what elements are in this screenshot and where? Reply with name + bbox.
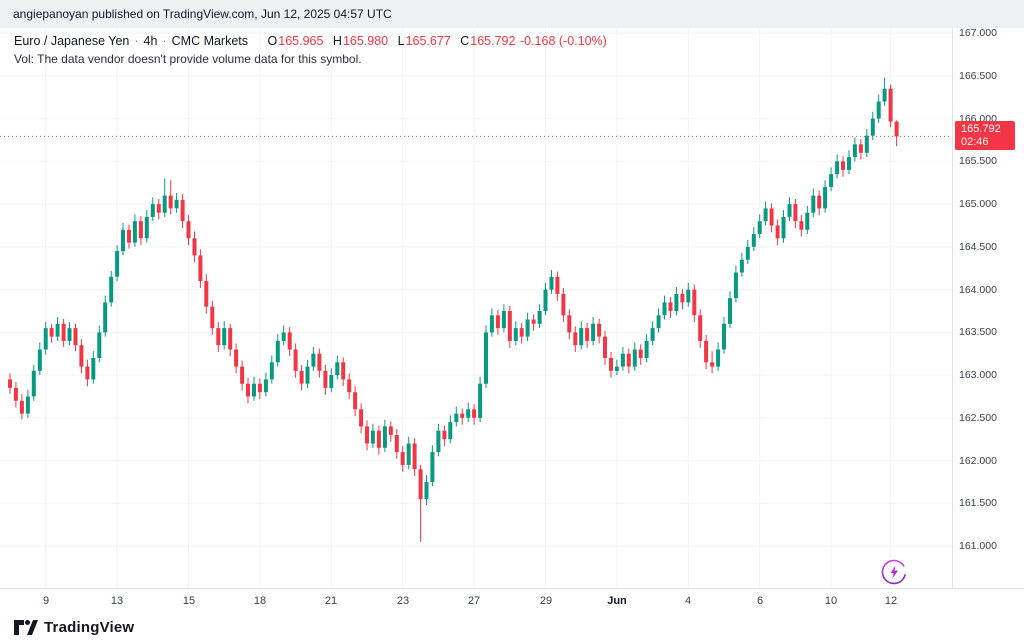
open-value: 165.965 — [278, 34, 324, 48]
quick-flash-button[interactable] — [881, 559, 907, 585]
bar-countdown: 02:46 — [961, 136, 989, 148]
price-axis-label: 164.500 — [959, 241, 997, 253]
price-axis[interactable]: 165.792 02:46 167.000 166.500 166.000 165.5… — [952, 27, 1024, 612]
price-axis-label: 164.000 — [959, 284, 997, 296]
tradingview-logo[interactable]: TradingView — [14, 619, 134, 636]
close-label: C — [460, 34, 470, 48]
chart-legend: Euro / Japanese Yen · 4h · CMC Markets O165.… — [14, 34, 607, 66]
time-axis-label: 27 — [467, 595, 481, 607]
price-axis-label: 167.000 — [959, 27, 997, 39]
time-axis-label: 9 — [42, 595, 50, 607]
tradingview-mark-icon — [14, 619, 38, 635]
change-value: -0.168 (-0.10%) — [519, 34, 607, 48]
price-axis-label: 162.000 — [959, 455, 997, 467]
last-price-badge[interactable]: 165.792 02:46 — [955, 121, 1015, 150]
high-value: 165.980 — [342, 34, 389, 48]
time-axis-label: Jun — [607, 595, 627, 607]
high-label: H — [332, 34, 342, 48]
publish-bar: angiepanoyan published on TradingView.co… — [0, 0, 1024, 28]
open-label: O — [267, 34, 278, 48]
price-axis-label: 161.000 — [959, 540, 997, 552]
time-axis-label: 13 — [110, 595, 124, 607]
price-axis-label: 165.000 — [959, 198, 997, 210]
exchange-label: CMC Markets — [171, 34, 249, 48]
legend-title-row: Euro / Japanese Yen · 4h · CMC Markets O165.… — [14, 34, 607, 48]
time-labels: 9 13 15 18 21 23 27 29 Jun 4 6 10 12 — [0, 589, 952, 613]
symbol-title[interactable]: Euro / Japanese Yen — [14, 34, 130, 48]
close-value: 165.792 — [470, 34, 516, 48]
time-axis-label: 21 — [324, 595, 338, 607]
low-label: L — [397, 34, 405, 48]
volume-note: Vol: The data vendor doesn't provide vol… — [14, 52, 362, 66]
time-axis-label: 18 — [253, 595, 267, 607]
price-axis-label: 161.500 — [959, 497, 997, 509]
price-axis-label: 162.500 — [959, 412, 997, 424]
brand-text: TradingView — [44, 618, 135, 636]
interval-label[interactable]: 4h — [143, 34, 158, 48]
publish-line: angiepanoyan published on TradingView.co… — [13, 7, 392, 21]
low-value: 165.677 — [405, 34, 451, 48]
time-axis-label: 12 — [884, 595, 898, 607]
price-axis-label: 166.500 — [959, 70, 997, 82]
lightning-icon — [881, 559, 907, 585]
price-axis-label: 163.000 — [959, 369, 997, 381]
time-axis-label: 10 — [824, 595, 838, 607]
time-axis-label: 29 — [539, 595, 553, 607]
time-axis[interactable]: 9 13 15 18 21 23 27 29 Jun 4 6 10 12 — [0, 588, 1024, 612]
ohlc-values: O165.965 H165.980 L165.677 C165.792 -0.1… — [262, 34, 607, 48]
footer-brand-row: TradingView — [0, 612, 1024, 642]
time-axis-label: 23 — [396, 595, 410, 607]
time-axis-label: 15 — [182, 595, 196, 607]
price-axis-label: 163.500 — [959, 326, 997, 338]
price-axis-label: 165.500 — [959, 155, 997, 167]
time-axis-label: 6 — [756, 595, 764, 607]
candlestick-chart[interactable] — [0, 28, 952, 588]
time-axis-label: 4 — [684, 595, 692, 607]
chart-area: Euro / Japanese Yen · 4h · CMC Markets O165.… — [0, 27, 1024, 642]
last-price-value: 165.792 — [961, 123, 1001, 135]
